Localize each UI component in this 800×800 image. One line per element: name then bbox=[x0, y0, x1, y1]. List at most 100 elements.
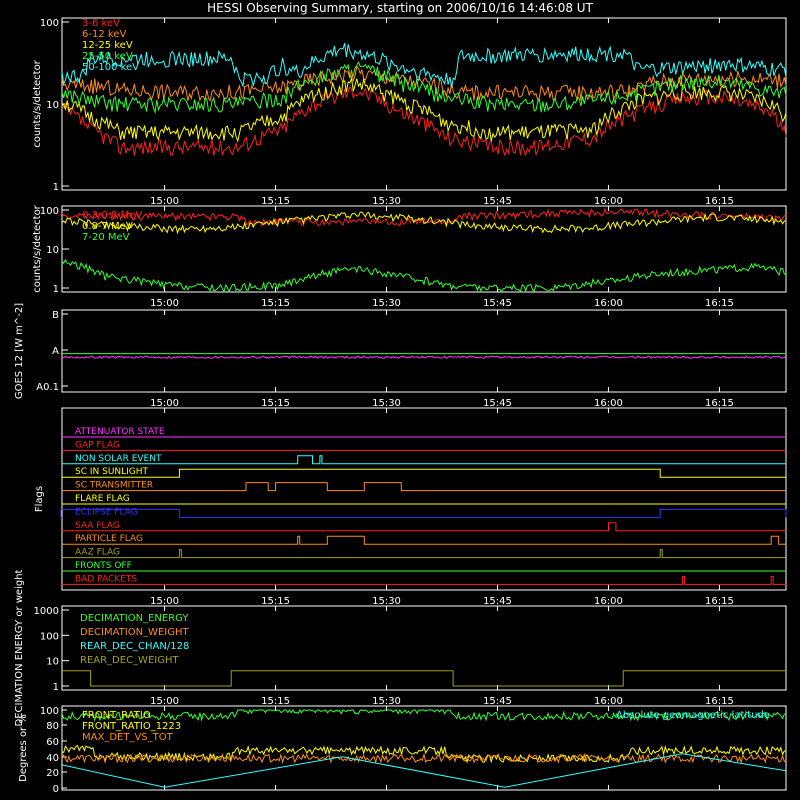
flag-label: SC TRANSMITTER bbox=[75, 481, 153, 491]
time-tick-label: 15:00 bbox=[150, 398, 179, 409]
time-tick-label: 15:00 bbox=[150, 596, 179, 607]
y-tick-label: 10 bbox=[46, 100, 59, 111]
flag-label: ECLIPSE FLAG bbox=[75, 507, 138, 517]
flag-label: SAA FLAG bbox=[75, 521, 120, 531]
y-tick-label: 40 bbox=[46, 753, 59, 764]
y-tick-label: 1 bbox=[53, 682, 59, 693]
y-tick-label: 60 bbox=[46, 737, 59, 748]
series-line-rear-dec-weight bbox=[61, 670, 786, 687]
series-line-absolute-geomagnetic-latitude bbox=[60, 753, 787, 788]
flag-label: BAD PACKETS bbox=[75, 574, 137, 584]
y-tick-label: B bbox=[52, 310, 59, 321]
legend-label: DECIMATION_WEIGHT bbox=[80, 627, 189, 638]
legend-label: DECIMATION_ENERGY bbox=[80, 613, 189, 624]
flag-label: PARTICLE FLAG bbox=[75, 534, 143, 544]
flag-trace bbox=[62, 522, 786, 532]
time-tick-label: 15:15 bbox=[261, 398, 290, 409]
time-tick-label: 16:00 bbox=[594, 398, 623, 409]
flag-trace bbox=[62, 468, 786, 478]
flags-frame bbox=[61, 407, 787, 591]
time-tick-label: 15:00 bbox=[150, 298, 179, 309]
time-tick-label: 15:00 bbox=[150, 196, 179, 207]
y-tick-label: A0.1 bbox=[36, 382, 59, 393]
time-tick-label: 15:30 bbox=[372, 696, 401, 707]
time-tick-label: 16:15 bbox=[705, 298, 734, 309]
series-line-goes-short bbox=[61, 355, 787, 359]
series-line-6-12-kev bbox=[61, 65, 787, 103]
time-tick-label: 16:00 bbox=[594, 298, 623, 309]
decimation-frame bbox=[61, 605, 787, 691]
chart-title: HESSI Observing Summary, starting on 200… bbox=[207, 1, 593, 15]
series-line-max-det-vs-tot bbox=[61, 752, 787, 765]
flag-label: SC IN SUNLIGHT bbox=[75, 467, 149, 477]
legend-label: MAX_DET_VS_TOT bbox=[82, 732, 174, 743]
y-tick-label: 20 bbox=[46, 768, 59, 779]
time-tick-label: 15:45 bbox=[483, 196, 512, 207]
legend-label: 25-50 keV bbox=[82, 51, 133, 62]
time-tick-label: 15:45 bbox=[483, 398, 512, 409]
flag-label: FLARE FLAG bbox=[75, 494, 130, 504]
y-tick-label: 100 bbox=[40, 206, 59, 217]
y-axis-label: counts/s/detector bbox=[32, 59, 43, 147]
time-tick-label: 16:15 bbox=[705, 196, 734, 207]
legend-label: 0.8-7 MeV bbox=[82, 221, 133, 232]
legend-label: 3-6 keV bbox=[82, 18, 120, 29]
y-tick-label: 100 bbox=[40, 706, 59, 717]
y-tick-label: 0 bbox=[53, 784, 59, 795]
legend-label: REAR_DEC_WEIGHT bbox=[80, 655, 179, 666]
y-axis-label: DECIMATION ENERGY or weight bbox=[14, 569, 25, 726]
flag-label: GAP FLAG bbox=[75, 440, 120, 450]
time-tick-label: 15:15 bbox=[261, 596, 290, 607]
series-line-0-3-0-8-mev bbox=[61, 207, 786, 228]
time-tick-label: 15:15 bbox=[261, 298, 290, 309]
y-axis-label: GOES 12 [W m^-2] bbox=[14, 303, 25, 399]
legend-label: REAR_DEC_CHAN/128 bbox=[80, 641, 189, 652]
y-tick-label: 10 bbox=[46, 245, 59, 256]
flag-label: AAZ FLAG bbox=[75, 548, 120, 558]
legend-label: 0.3-0.8 MeV bbox=[82, 210, 142, 221]
y-tick-label: 80 bbox=[46, 721, 59, 732]
series-line-12-25-kev bbox=[61, 76, 787, 143]
time-tick-label: 16:15 bbox=[705, 696, 734, 707]
goes-frame bbox=[61, 309, 787, 393]
flag-trace bbox=[62, 455, 786, 465]
y-tick-label: 1 bbox=[53, 284, 59, 295]
legend-label: 12-25 keV bbox=[82, 40, 133, 51]
time-tick-label: 15:15 bbox=[261, 696, 290, 707]
legend-label: 50-100 keV bbox=[82, 62, 139, 73]
time-tick-label: 15:30 bbox=[372, 298, 401, 309]
y-tick-label: A bbox=[52, 346, 59, 357]
y-tick-label: 100 bbox=[40, 631, 59, 642]
y-axis-label: Degrees or % bbox=[18, 714, 29, 782]
time-tick-label: 15:45 bbox=[483, 696, 512, 707]
flag-trace bbox=[62, 575, 786, 585]
flag-label: NON SOLAR EVENT bbox=[75, 454, 162, 464]
legend-label: FRONT_RATIO bbox=[82, 710, 151, 721]
time-tick-label: 16:00 bbox=[594, 196, 623, 207]
y-tick-label: 1000 bbox=[34, 606, 59, 617]
y-tick-label: 1 bbox=[53, 182, 59, 193]
time-tick-label: 15:30 bbox=[372, 196, 401, 207]
time-tick-label: 15:30 bbox=[372, 596, 401, 607]
series-line-3-6-kev bbox=[61, 85, 787, 157]
time-tick-label: 16:00 bbox=[594, 696, 623, 707]
flag-label: FRONTS OFF bbox=[75, 561, 132, 571]
time-tick-label: 15:30 bbox=[372, 398, 401, 409]
time-tick-label: 16:15 bbox=[705, 398, 734, 409]
annotation-label: Absolute geomagnetic latitude bbox=[616, 710, 770, 721]
y-tick-label: 10 bbox=[46, 657, 59, 668]
series-line-25-50-kev bbox=[61, 60, 787, 115]
legend-label: 7-20 MeV bbox=[82, 232, 130, 243]
y-tick-label: 100 bbox=[40, 18, 59, 29]
flag-trace bbox=[62, 482, 786, 492]
series-line-7-20-mev bbox=[61, 258, 787, 293]
time-tick-label: 15:15 bbox=[261, 196, 290, 207]
series-line-50-100-kev bbox=[61, 43, 787, 88]
series-line-0-8-7-mev bbox=[61, 211, 787, 235]
flag-trace bbox=[62, 535, 786, 545]
flag-label: ATTENUATOR STATE bbox=[75, 427, 165, 437]
y-axis-label: counts/s/detector bbox=[32, 204, 43, 292]
time-tick-label: 16:15 bbox=[705, 596, 734, 607]
time-tick-label: 15:45 bbox=[483, 596, 512, 607]
